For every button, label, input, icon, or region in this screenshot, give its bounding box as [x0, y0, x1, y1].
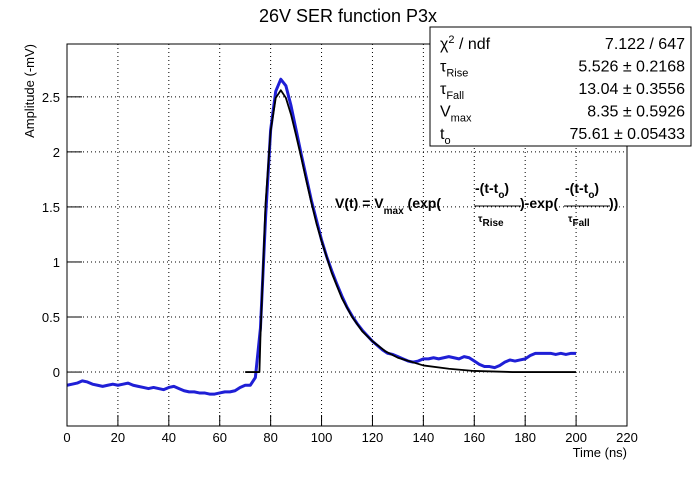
stats-label: τRise	[440, 59, 468, 80]
x-tick-label: 60	[212, 430, 226, 445]
frame	[66, 43, 628, 427]
stats-sup: 2	[448, 34, 454, 46]
stats-value: 75.61 ± 0.05433	[569, 126, 685, 143]
stats-label: Vmax	[440, 104, 472, 125]
y-tick-label: 1	[53, 255, 60, 270]
y-tick-label: 1.5	[42, 200, 60, 215]
x-tick-label: 100	[311, 430, 333, 445]
formula-denominator: τRise	[478, 214, 504, 229]
x-tick-label: 0	[63, 430, 70, 445]
fit-line	[245, 89, 577, 373]
x-tick-label: 220	[616, 430, 638, 445]
formula-numerator: -(t-to)	[475, 180, 509, 201]
y-tick-label: 0	[53, 365, 60, 380]
x-axis-title: Time (ns)	[573, 445, 627, 460]
formula-numerator: -(t-to)	[565, 180, 599, 201]
stats-value: 8.35 ± 0.5926	[587, 104, 685, 121]
x-tick-label: 80	[263, 430, 277, 445]
stats-value: 5.526 ± 0.2168	[578, 59, 685, 76]
x-tick-label: 140	[413, 430, 435, 445]
x-tick-label: 200	[565, 430, 587, 445]
stats-rest: / ndf	[455, 36, 491, 53]
stats-sub: max	[451, 113, 472, 125]
formula-text: V(t) = Vmax (exp(	[335, 195, 441, 217]
stats-symbol: τ	[440, 81, 447, 98]
stats-label: to	[440, 126, 451, 147]
x-tick-label: 120	[362, 430, 384, 445]
stats-symbol: V	[440, 104, 451, 121]
stats-value: 13.04 ± 0.3556	[578, 81, 685, 98]
y-tick-label: 2.5	[42, 90, 60, 105]
stats-symbol: τ	[440, 59, 447, 76]
formula-text: ))	[609, 195, 618, 211]
formula: V(t) = Vmax (exp( -(t-to) τRise )-exp( -…	[335, 180, 618, 229]
x-tick-label: 180	[514, 430, 536, 445]
formula-denominator: τFall	[568, 214, 590, 229]
stats-value: 7.122 / 647	[605, 36, 685, 53]
chart-title: 26V SER function P3x	[259, 6, 437, 26]
stats-label: χ2 / ndf	[440, 34, 491, 53]
y-tick-label: 0.5	[42, 310, 60, 325]
x-tick-label: 20	[111, 430, 125, 445]
x-tick-label: 160	[463, 430, 485, 445]
stats-sub: o	[444, 135, 450, 147]
plot-area: 0 20 40 60 80 100 120 140 160 180 200 220 0 0.5 1 1.5 2 2…	[42, 44, 638, 445]
x-tick-label: 40	[162, 430, 176, 445]
stats-label: τFall	[440, 81, 464, 102]
stats-box	[429, 26, 692, 147]
stats-sub: Rise	[446, 68, 468, 80]
stats-symbol: χ	[440, 36, 449, 53]
y-axis-title: Amplitude (-mV)	[22, 44, 37, 138]
stats-symbol: t	[440, 126, 445, 143]
formula-text: )-exp(	[520, 195, 558, 211]
stats-sub: Fall	[446, 90, 464, 102]
y-tick-label: 2	[53, 145, 60, 160]
